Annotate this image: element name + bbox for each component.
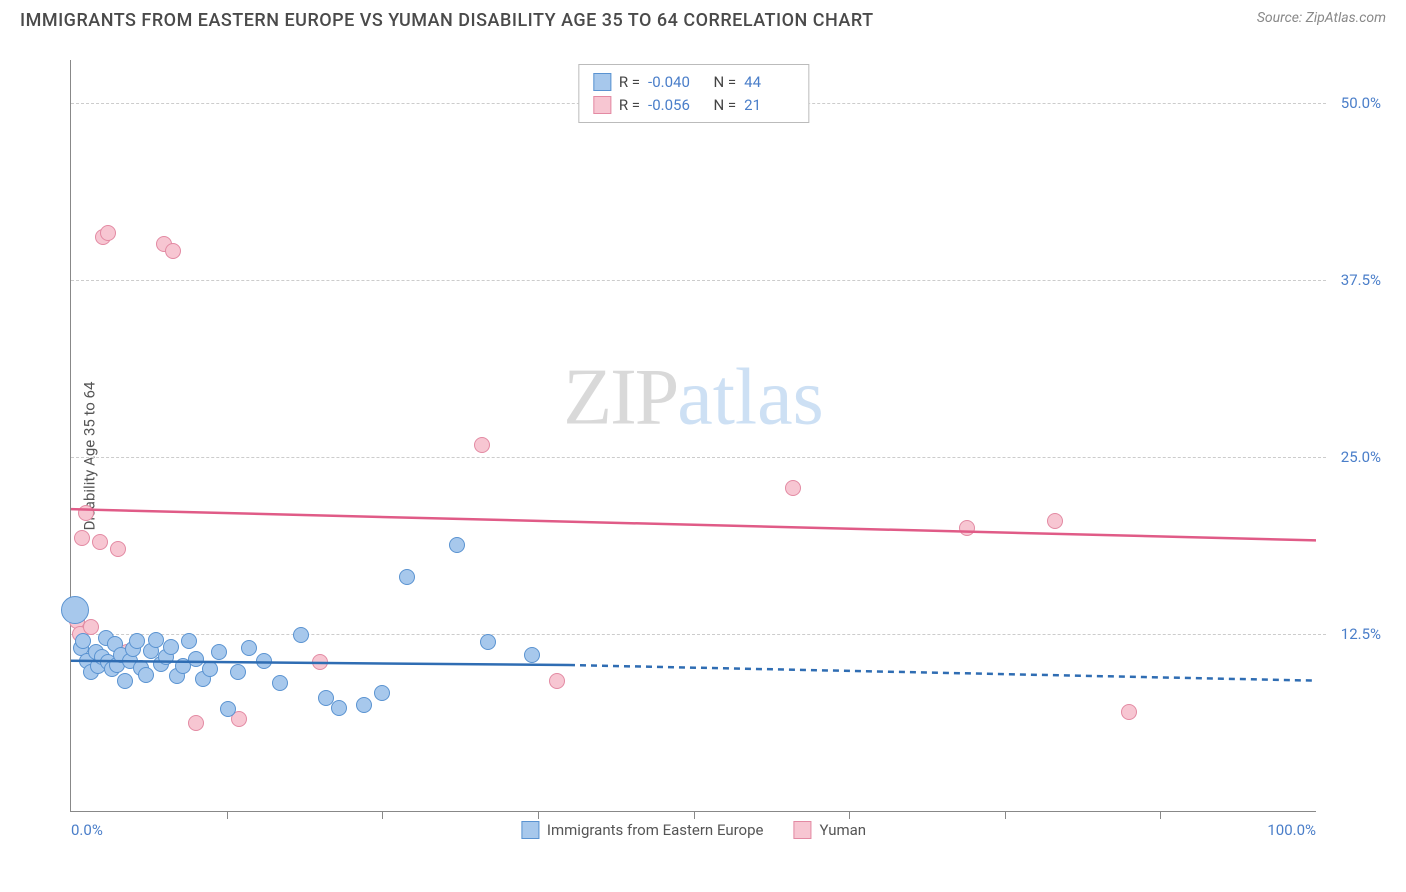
y-tick-label: 12.5% <box>1341 625 1381 643</box>
x-tick <box>849 811 850 819</box>
data-point-pink <box>312 654 328 670</box>
data-point-blue <box>272 675 288 691</box>
legend-swatch-icon <box>521 821 539 839</box>
legend-r-label: R = <box>619 71 640 94</box>
data-point-blue <box>148 632 164 648</box>
legend-n-label: N = <box>706 71 736 94</box>
x-tick <box>538 811 539 819</box>
regression-lines <box>71 60 1316 811</box>
data-point-pink <box>74 530 90 546</box>
data-point-blue <box>241 640 257 656</box>
data-point-blue <box>61 596 89 624</box>
data-point-blue <box>331 700 347 716</box>
legend-swatch-icon <box>593 96 611 114</box>
scatter-plot: ZIPatlas R = -0.040 N = 44R = -0.056 N =… <box>70 60 1316 812</box>
x-tick <box>1160 811 1161 819</box>
x-tick <box>227 811 228 819</box>
source-prefix: Source: <box>1257 10 1306 26</box>
data-point-pink <box>959 520 975 536</box>
y-tick-label: 25.0% <box>1341 448 1381 466</box>
gridline-h <box>71 457 1326 458</box>
data-point-blue <box>356 697 372 713</box>
data-point-pink <box>110 541 126 557</box>
legend-swatch-icon <box>793 821 811 839</box>
chart-title: IMMIGRANTS FROM EASTERN EUROPE VS YUMAN … <box>20 10 874 31</box>
data-point-pink <box>1121 704 1137 720</box>
legend-row: R = -0.056 N = 21 <box>593 94 794 117</box>
data-point-pink <box>785 480 801 496</box>
data-point-blue <box>480 634 496 650</box>
data-point-blue <box>374 685 390 701</box>
series-legend-item: Immigrants from Eastern Europe <box>521 821 764 839</box>
data-point-blue <box>524 647 540 663</box>
data-point-pink <box>549 673 565 689</box>
watermark-part2: atlas <box>677 353 824 441</box>
data-point-blue <box>293 627 309 643</box>
legend-n-label: N = <box>706 94 736 117</box>
series-legend: Immigrants from Eastern Europe Yuman <box>521 821 866 839</box>
legend-r-label: R = <box>619 94 640 117</box>
legend-n-value: 21 <box>744 94 794 117</box>
x-tick <box>382 811 383 819</box>
data-point-pink <box>78 505 94 521</box>
series-legend-label: Immigrants from Eastern Europe <box>547 821 764 839</box>
legend-swatch-icon <box>593 73 611 91</box>
source-credit: Source: ZipAtlas.com <box>1257 10 1386 26</box>
x-tick-label: 0.0% <box>71 821 103 839</box>
data-point-blue <box>220 701 236 717</box>
data-point-blue <box>449 537 465 553</box>
y-tick-label: 50.0% <box>1341 94 1381 112</box>
data-point-pink <box>92 534 108 550</box>
source-link[interactable]: ZipAtlas.com <box>1306 10 1386 26</box>
data-point-blue <box>163 639 179 655</box>
data-point-blue <box>181 633 197 649</box>
legend-r-value: -0.056 <box>648 94 698 117</box>
data-point-blue <box>230 664 246 680</box>
data-point-blue <box>399 569 415 585</box>
legend-r-value: -0.040 <box>648 71 698 94</box>
legend-row: R = -0.040 N = 44 <box>593 71 794 94</box>
data-point-pink <box>100 225 116 241</box>
data-point-pink <box>1047 513 1063 529</box>
legend-n-value: 44 <box>744 71 794 94</box>
data-point-pink <box>188 715 204 731</box>
y-tick-label: 37.5% <box>1341 271 1381 289</box>
watermark: ZIPatlas <box>563 352 824 443</box>
series-legend-label: Yuman <box>819 821 866 839</box>
x-tick <box>1005 811 1006 819</box>
data-point-blue <box>138 667 154 683</box>
data-point-blue <box>256 653 272 669</box>
watermark-part1: ZIP <box>563 353 677 441</box>
data-point-blue <box>117 673 133 689</box>
x-tick-label: 100.0% <box>1267 821 1316 839</box>
x-tick <box>694 811 695 819</box>
correlation-legend: R = -0.040 N = 44R = -0.056 N = 21 <box>578 64 809 123</box>
series-legend-item: Yuman <box>793 821 866 839</box>
gridline-h <box>71 634 1326 635</box>
data-point-blue <box>202 661 218 677</box>
data-point-pink <box>474 437 490 453</box>
gridline-h <box>71 280 1326 281</box>
data-point-blue <box>188 651 204 667</box>
data-point-pink <box>165 243 181 259</box>
data-point-blue <box>211 644 227 660</box>
